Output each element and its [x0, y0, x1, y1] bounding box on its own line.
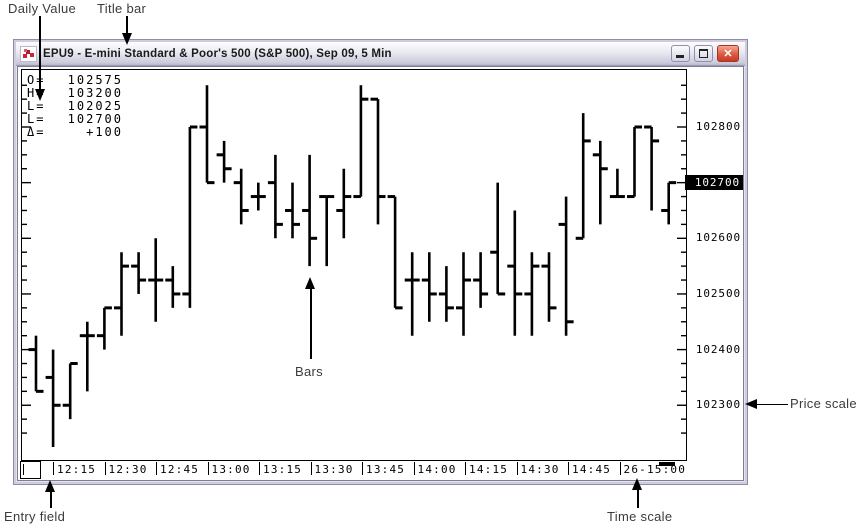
price-scale-arrow-line [757, 403, 788, 405]
time-tick [53, 462, 54, 475]
minimize-button[interactable] [671, 45, 690, 62]
app-icon [20, 45, 37, 62]
time-label: 14:15 [469, 463, 509, 476]
close-button[interactable]: ✕ [717, 45, 739, 62]
time-label: 26-15:00 [623, 463, 687, 476]
daily-value-arrowhead-icon [35, 89, 45, 101]
time-tick [413, 462, 415, 475]
chart-client-area: O= 102575 H= 103200 L= 102025 L= 102700 Δ= +100 1… [17, 66, 744, 481]
maximize-button[interactable] [694, 45, 713, 62]
daily-value-label: Δ= [27, 125, 46, 139]
price-label: 102800 [695, 120, 741, 133]
maximize-icon [699, 49, 708, 58]
annotation-daily-value: Daily Value [8, 1, 77, 16]
daily-values-block: O= 102575 H= 103200 L= 102025 L= 102700 Δ= +100 [27, 74, 123, 139]
time-label: 12:15 [57, 463, 97, 476]
time-label: 13:15 [263, 463, 303, 476]
time-label: 13:45 [366, 463, 406, 476]
price-label: 102300 [695, 398, 741, 412]
time-tick [156, 462, 157, 475]
price-label-highlight: 102700 [685, 175, 743, 191]
time-label: 13:00 [211, 463, 251, 476]
annotation-price-scale: Price scale [790, 396, 857, 411]
time-tick [310, 462, 312, 475]
daily-value-label: L= [27, 99, 46, 113]
time-label: 13:30 [314, 463, 354, 476]
minimize-icon [676, 55, 684, 58]
window-title: EPU9 - E-mini Standard & Poor's 500 (S&P… [43, 47, 392, 60]
price-label: 102500 [695, 286, 741, 300]
entry-field[interactable] [20, 461, 41, 479]
daily-value-value: 102025 [67, 99, 123, 113]
daily-value-row: Δ= +100 [27, 126, 123, 139]
time-tick [568, 462, 569, 475]
title-bar-arrow-line [126, 16, 128, 34]
time-tick [104, 462, 106, 475]
time-label: 12:45 [160, 463, 200, 476]
daily-value-value: 103200 [67, 86, 123, 100]
daily-value-row: L= 102025 [27, 100, 123, 113]
bars-arrowhead-icon [305, 277, 315, 289]
time-tick [465, 462, 466, 475]
time-tick [259, 462, 260, 475]
price-scale-arrowhead-icon [745, 399, 757, 409]
daily-value-value: +100 [86, 125, 123, 139]
time-tick [207, 462, 209, 475]
daily-value-value: 102700 [67, 112, 123, 126]
time-label: 14:30 [520, 463, 560, 476]
annotation-time-scale: Time scale [607, 509, 673, 524]
annotation-bars: Bars [295, 364, 323, 379]
price-label: 102600 [695, 231, 741, 245]
time-tick [516, 462, 518, 475]
time-label: 12:30 [108, 463, 148, 476]
bars-arrow-line [310, 289, 312, 359]
title-bar[interactable]: EPU9 - E-mini Standard & Poor's 500 (S&P… [16, 42, 745, 66]
price-label: 102400 [695, 342, 741, 356]
time-scale-arrow-line [637, 490, 639, 508]
daily-value-value: 102575 [67, 73, 123, 87]
time-label: 14:00 [417, 463, 457, 476]
title-bar-arrowhead-icon [122, 33, 132, 45]
annotation-title-bar: Title bar [97, 1, 147, 16]
time-scale-arrowhead-icon [632, 478, 642, 490]
daily-value-arrow-line [39, 16, 41, 89]
entry-field-arrowhead-icon [45, 480, 55, 492]
time-tick [619, 462, 621, 475]
annotation-entry-field: Entry field [4, 509, 66, 524]
entry-field-arrow-line [50, 492, 52, 508]
chart-panel[interactable]: O= 102575 H= 103200 L= 102025 L= 102700 Δ= +100 [21, 69, 687, 461]
daily-value-row: L= 102700 [27, 113, 123, 126]
chart-window: EPU9 - E-mini Standard & Poor's 500 (S&P… [13, 39, 748, 485]
ohlc-chart [22, 84, 686, 447]
daily-value-label: L= [27, 112, 46, 126]
time-tick [362, 462, 363, 475]
time-label: 14:45 [572, 463, 612, 476]
close-icon: ✕ [723, 48, 733, 60]
entry-field-cursor [23, 464, 24, 475]
session-break-marker [659, 462, 675, 466]
